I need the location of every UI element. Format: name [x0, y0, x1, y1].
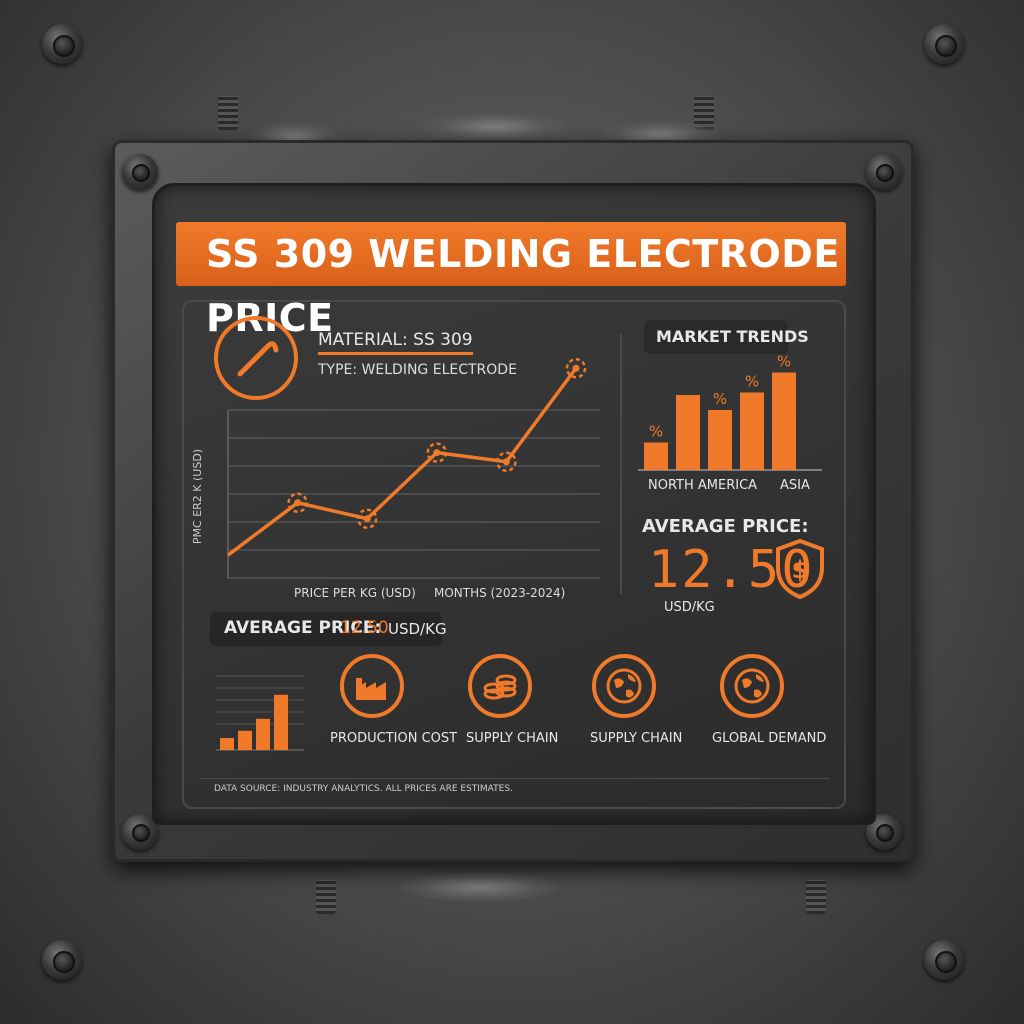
mini-bar-chart: [216, 675, 304, 751]
display-panel: [152, 183, 876, 825]
market-trends-pill: [644, 320, 788, 354]
weld-bead: [420, 112, 570, 142]
mini-bar: [220, 738, 234, 750]
line-chart-xlabel: PRICE PER KG (USD): [294, 586, 416, 600]
frame-bolt-icon: [122, 154, 158, 190]
data-point-center: [572, 364, 580, 372]
data-point: [426, 442, 448, 463]
trend-bar: [772, 372, 796, 470]
footer-note: DATA SOURCE: INDUSTRY ANALYTICS. ALL PRI…: [214, 784, 513, 794]
mini-bar: [256, 718, 270, 750]
data-point: [565, 357, 587, 379]
avg-price-pill-unit: USD/KG: [388, 620, 447, 638]
stud-icon: [806, 880, 826, 914]
avg-price-pill-value: 12.50: [340, 618, 389, 638]
data-point: [356, 508, 378, 529]
stud-icon: [316, 880, 336, 914]
price-line-chart: [226, 357, 600, 579]
mini-bar: [238, 730, 252, 750]
data-point-center: [294, 499, 302, 507]
avg-price-pill-label: AVERAGE PRICE:: [224, 618, 382, 638]
data-point: [287, 492, 308, 514]
dollar-shield-icon: $: [774, 538, 826, 604]
factory-icon: [340, 654, 404, 718]
vertical-divider: [620, 334, 622, 594]
factor-label: GLOBAL DEMAND: [712, 731, 827, 746]
line-chart-ylabel: PMC ER2 K (USD): [191, 448, 205, 545]
globe-icon: [720, 654, 784, 718]
data-point: [496, 451, 517, 472]
market-trends-title: MARKET TRENDS: [656, 327, 809, 346]
line-chart-xlabel2: MONTHS (2023-2024): [434, 586, 566, 600]
title-banner: SS 309 WELDING ELECTRODE PRICE: [176, 222, 846, 340]
market-trends-bar-chart: %%%%: [638, 353, 822, 471]
avg-price-pill: [210, 612, 442, 646]
percent-label: %: [713, 390, 727, 408]
factor-label: SUPPLY CHAIN: [590, 731, 683, 746]
market-trends-label-left: NORTH AMERICA: [648, 478, 758, 493]
mini-bar: [274, 694, 288, 750]
footer-divider: [200, 778, 830, 779]
stud-icon: [694, 96, 714, 130]
stud-icon: [218, 96, 238, 130]
factor-label: PRODUCTION COST: [330, 731, 458, 746]
content-frame: [182, 300, 846, 809]
data-point-center: [363, 515, 371, 523]
percent-label: %: [777, 353, 791, 371]
welding-torch-icon: [214, 316, 298, 400]
avg-price-card-label: AVERAGE PRICE:: [642, 516, 809, 537]
trend-bar: [740, 392, 764, 470]
weld-bead: [400, 872, 560, 902]
corner-bolt-icon: [42, 940, 82, 980]
data-point-center: [433, 449, 441, 457]
market-trends-label-right: ASIA: [780, 478, 810, 493]
material-label: MATERIAL: SS 309: [318, 330, 473, 355]
page-title: SS 309 WELDING ELECTRODE PRICE: [206, 232, 840, 340]
factor-label: SUPPLY CHAIN: [466, 731, 559, 746]
type-label: TYPE: WELDING ELECTRODE: [318, 362, 517, 378]
percent-label: %: [745, 373, 759, 391]
data-point-center: [502, 458, 510, 466]
corner-bolt-icon: [924, 940, 964, 980]
trend-bar: [644, 442, 668, 470]
trend-bar: [708, 410, 732, 470]
corner-bolt-icon: [924, 24, 964, 64]
svg-text:$: $: [792, 556, 809, 584]
corner-bolt-icon: [42, 24, 82, 64]
percent-label: %: [649, 423, 663, 441]
trend-bar: [676, 395, 700, 470]
series-line: [226, 367, 578, 557]
avg-price-card-unit: USD/KG: [664, 600, 715, 615]
coins-icon: [468, 654, 532, 718]
frame-bolt-icon: [866, 154, 902, 190]
globe-icon: [592, 654, 656, 718]
